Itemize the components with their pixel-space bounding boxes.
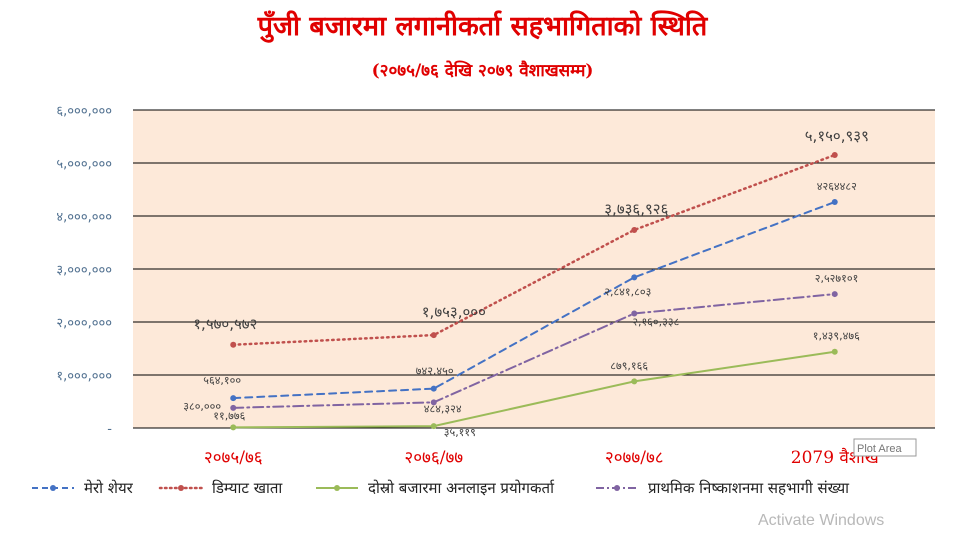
data-point — [430, 385, 437, 392]
data-label: २,१६०,३३८ — [632, 316, 679, 329]
data-label: १,४३९,४७६ — [813, 330, 860, 343]
chart-legend: मेरो शेयर डिम्याट खाता दोस्रो बजारमा अनल… — [0, 478, 965, 508]
data-point — [430, 332, 437, 339]
data-label: २,५२७१०१ — [815, 272, 859, 285]
data-point — [831, 198, 838, 205]
legend-label-demat: डिम्याट खाता — [212, 479, 283, 497]
legend-marker-online — [316, 485, 358, 491]
y-tick-label: २,०००,००० — [56, 316, 112, 331]
data-label: ४८४,३२४ — [424, 402, 462, 415]
data-point — [631, 378, 638, 385]
activate-windows-watermark: Activate Windows — [758, 512, 885, 529]
legend-item-demat: डिम्याट खाता — [158, 478, 282, 498]
data-point — [631, 226, 638, 233]
legend-marker-ipo — [596, 485, 638, 491]
line-chart: - १,०००,००० २,०००,००० ३,०००,००० ४,०००,००० ५,०… — [56, 104, 935, 468]
data-point — [631, 274, 638, 281]
svg-text:Plot Area: Plot Area — [857, 443, 903, 455]
data-label: ११,७७६ — [213, 409, 245, 422]
data-label: ३८०,००० — [183, 400, 221, 413]
legend-label-ipo: प्राथमिक निष्काशनमा सहभागी संख्या — [648, 479, 850, 497]
legend-item-ipo: प्राथमिक निष्काशनमा सहभागी संख्या — [594, 478, 849, 498]
series-line-0 — [232, 200, 836, 400]
data-label: ४२६४४८२ — [817, 180, 857, 193]
legend-marker-demat — [158, 485, 204, 491]
data-label: ५,१५०,९३९ — [805, 127, 869, 145]
series-line-3 — [232, 293, 836, 409]
legend-label-mero-share: मेरो शेयर — [84, 479, 133, 497]
x-tick-label: २०७५/७६ — [204, 448, 263, 468]
chart-title: पुँजी बजारमा लगानीकर्ता सहभागिताको स्थित… — [257, 11, 708, 42]
series-line-1 — [232, 153, 836, 347]
y-tick-label: ६,०००,००० — [56, 104, 112, 119]
legend-item-mero-share: मेरो शेयर — [30, 478, 133, 498]
data-point — [831, 152, 838, 159]
data-point — [831, 291, 838, 298]
data-label: ३,७३६,९२६ — [604, 200, 668, 218]
x-tick-label: २०७६/७७ — [404, 448, 463, 468]
data-point — [831, 348, 838, 355]
data-label: ३५,११९ — [444, 426, 476, 439]
data-point — [430, 399, 437, 406]
y-tick-label: ३,०००,००० — [56, 263, 112, 278]
y-tick-label: १,०००,००० — [56, 369, 112, 384]
legend-item-online: दोस्रो बजारमा अनलाइन प्रयोगकर्ता — [314, 478, 554, 498]
data-label: ७४२,४५० — [416, 365, 454, 378]
data-point — [230, 424, 237, 431]
data-label: १,५७०,५७२ — [193, 315, 257, 333]
legend-label-online: दोस्रो बजारमा अनलाइन प्रयोगकर्ता — [368, 479, 554, 497]
data-point — [430, 423, 437, 430]
data-point — [230, 341, 237, 348]
x-tick-label: २०७७/७८ — [605, 448, 664, 468]
data-label: ८७९,१६६ — [610, 359, 648, 372]
data-point — [230, 404, 237, 411]
data-label: २,८४१,८०३ — [604, 285, 651, 298]
chart-subtitle: (२०७५/७६ देखि २०७९ वैशाखसम्म) — [371, 61, 594, 81]
y-tick-label: ५,०००,००० — [56, 157, 112, 172]
data-label: १,७५३,००० — [422, 303, 486, 321]
data-label: ५६४,१०० — [203, 374, 241, 387]
legend-marker-mero-share — [32, 485, 74, 491]
plot-area-tooltip: Plot Area — [853, 438, 917, 457]
y-tick-label: ४,०००,००० — [56, 210, 112, 225]
series-line-2 — [232, 350, 836, 429]
data-point — [230, 395, 237, 402]
y-tick-label: - — [107, 422, 112, 437]
data-point — [631, 310, 638, 317]
